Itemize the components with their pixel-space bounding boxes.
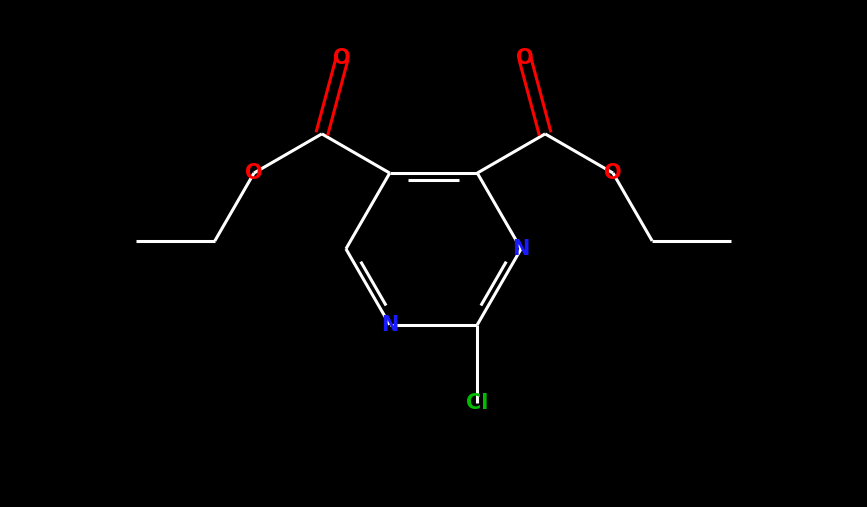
Text: O: O: [245, 163, 263, 183]
Text: O: O: [604, 163, 622, 183]
Text: Cl: Cl: [466, 393, 488, 413]
Text: N: N: [381, 315, 399, 335]
Text: O: O: [516, 48, 534, 68]
Text: O: O: [333, 48, 351, 68]
Text: N: N: [512, 239, 530, 259]
